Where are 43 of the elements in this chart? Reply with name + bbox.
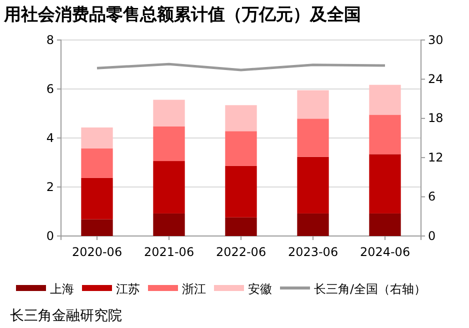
bar [225, 105, 257, 132]
bar [153, 213, 185, 236]
y2-tick-label: 6 [428, 190, 436, 204]
y2-tick-label: 18 [428, 111, 444, 126]
bar [81, 219, 113, 236]
bar [369, 154, 401, 214]
bar [81, 178, 113, 220]
bar [153, 100, 185, 126]
y2-tick-label: 12 [428, 150, 444, 164]
bar [369, 84, 401, 115]
y2-tick-label: 0 [428, 228, 436, 243]
bar [153, 126, 185, 162]
bar [153, 161, 185, 214]
text: 长三角金融研究院 [10, 308, 122, 324]
chart-title: 用社会消费品零售总额累计值（万亿元）及全国 [3, 5, 361, 25]
legend-label: 江苏 [116, 282, 140, 296]
legend-label: 长三角/全国（右轴） [314, 282, 426, 296]
y-tick-label: 4 [46, 130, 54, 145]
y-tick-label: 2 [46, 180, 54, 194]
x-tick-label: 2020-06 [72, 245, 122, 260]
legend-label: 浙江 [182, 282, 206, 296]
bar [369, 114, 401, 154]
y-tick-label: 0 [46, 228, 54, 243]
bar [81, 148, 113, 178]
y2-tick-label: 24 [428, 72, 444, 86]
bar [297, 118, 329, 157]
x-tick-label: 2021-06 [144, 245, 194, 260]
y2-tick-label: 30 [428, 32, 444, 47]
bar [297, 213, 329, 236]
x-tick-label: 2023-06 [288, 245, 338, 260]
x-tick-label: 2024-06 [360, 245, 410, 260]
bar [81, 127, 113, 148]
bar [297, 156, 329, 214]
bar [225, 166, 257, 218]
bar [225, 217, 257, 236]
bar [225, 131, 257, 166]
bar [297, 90, 329, 119]
bar [369, 213, 401, 236]
legend-label: 安徽 [248, 282, 272, 296]
legend-label: 上海 [50, 282, 74, 296]
y-tick-label: 8 [46, 32, 54, 47]
y-tick-label: 6 [46, 82, 54, 96]
x-tick-label: 2022-06 [216, 245, 266, 260]
